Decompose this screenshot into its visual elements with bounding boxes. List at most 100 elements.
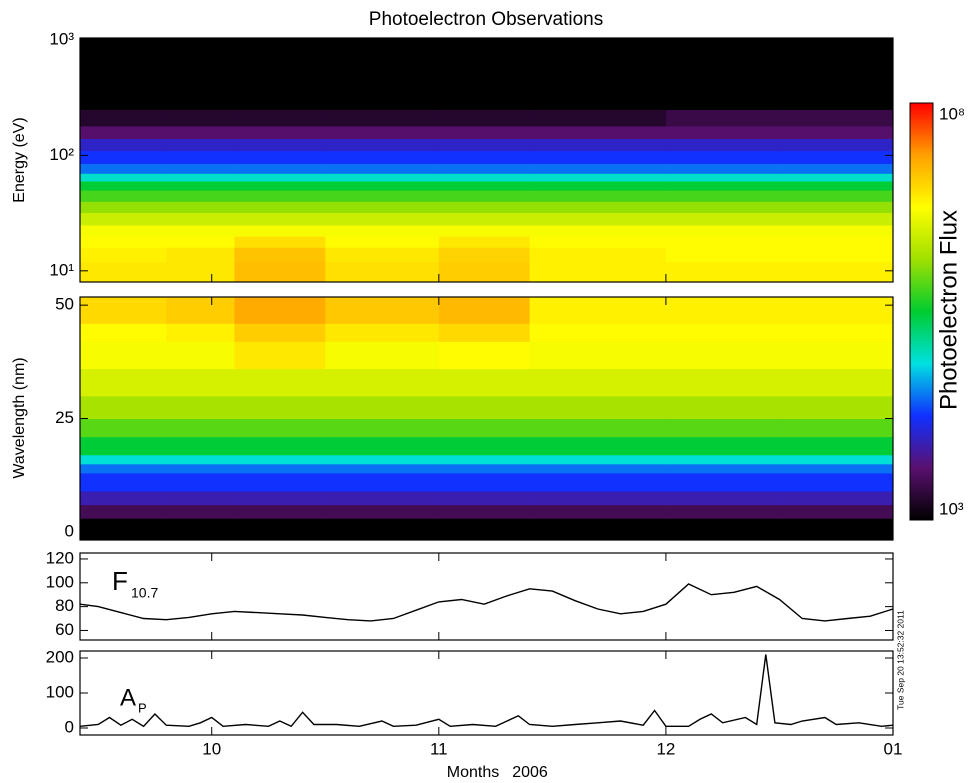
y-tick-label: 25 <box>55 408 74 427</box>
heat-cell <box>529 125 667 140</box>
heat-cell <box>234 454 326 465</box>
annotation: A <box>120 684 136 711</box>
heat-cell <box>325 341 440 370</box>
heat-cell <box>234 247 326 263</box>
heat-cell <box>529 38 667 110</box>
heat-cell <box>779 463 894 474</box>
heat-cell <box>438 518 531 541</box>
heat-cell <box>234 518 326 541</box>
y-tick-label: 0 <box>65 521 74 540</box>
heat-cell <box>325 138 440 152</box>
x-tick-label: 01 <box>884 739 903 758</box>
heat-cell <box>234 212 326 226</box>
heat-cell <box>234 463 326 474</box>
heat-cell <box>665 201 780 214</box>
heat-cell <box>166 180 235 191</box>
heat-cell <box>325 173 440 182</box>
heat-cell <box>779 472 894 492</box>
heat-cell <box>779 150 894 165</box>
heat-cell <box>325 190 440 202</box>
heat-cell <box>779 454 894 465</box>
heat-cell <box>779 261 894 283</box>
heat-cell <box>438 472 531 492</box>
heat-cell <box>234 201 326 214</box>
heat-cell <box>80 491 167 506</box>
heat-cell <box>529 341 667 370</box>
heat-cell <box>529 201 667 214</box>
heat-cell <box>779 201 894 214</box>
heat-cell <box>166 138 235 152</box>
heat-cell <box>166 454 235 465</box>
x-tick-label: 10 <box>202 739 221 758</box>
heat-cell <box>80 190 167 202</box>
heat-cell <box>234 323 326 342</box>
heat-cell <box>325 454 440 465</box>
y-tick-label: 50 <box>55 295 74 314</box>
heat-cell <box>438 504 531 519</box>
heat-cell <box>665 518 780 541</box>
heat-cell <box>529 323 667 342</box>
heat-cell <box>234 173 326 182</box>
colorbar <box>909 102 934 521</box>
heat-cell <box>529 180 667 191</box>
heat-cell <box>529 418 667 438</box>
heat-cell <box>529 150 667 165</box>
heat-cell <box>325 236 440 248</box>
heat-cell <box>665 212 780 226</box>
annotation-subscript: P <box>138 700 147 715</box>
heat-cell <box>438 297 531 324</box>
heat-cell <box>80 261 167 283</box>
heat-cell <box>665 138 780 152</box>
timestamp: Tue Sep 20 13:52:32 2011 <box>895 610 905 710</box>
heat-cell <box>438 125 531 140</box>
heat-cell <box>234 190 326 202</box>
heat-cell <box>779 109 894 127</box>
heat-cell <box>234 180 326 191</box>
heat-cell <box>529 436 667 456</box>
heat-cell <box>325 368 440 397</box>
heat-cell <box>438 201 531 214</box>
heat-cell <box>438 150 531 165</box>
heat-cell <box>665 224 780 237</box>
heat-cell <box>234 436 326 456</box>
heat-cell <box>779 138 894 152</box>
heat-cell <box>665 504 780 519</box>
heat-cell <box>529 224 667 237</box>
heat-cell <box>665 125 780 140</box>
heat-cell <box>438 173 531 182</box>
heat-cell <box>325 297 440 324</box>
panel: 10¹ 10² 10³ <box>49 29 894 283</box>
heat-cell <box>438 180 531 191</box>
heat-cell <box>166 395 235 419</box>
heat-cell <box>665 150 780 165</box>
heat-cell <box>166 323 235 342</box>
heat-cell <box>529 212 667 226</box>
heat-cell <box>80 125 167 140</box>
heat-cell <box>779 297 894 324</box>
heat-cell <box>529 297 667 324</box>
heat-cell <box>529 368 667 397</box>
heat-cell <box>234 163 326 174</box>
heat-cell <box>665 341 780 370</box>
heat-cell <box>325 201 440 214</box>
heat-cell <box>80 518 167 541</box>
heat-cell <box>438 190 531 202</box>
heat-cell <box>665 38 780 110</box>
heat-cell <box>779 504 894 519</box>
heat-cell <box>166 38 235 110</box>
heat-cell <box>665 236 780 248</box>
colorbar-label: Photoelectron Flux <box>935 210 962 410</box>
heat-cell <box>529 395 667 419</box>
heat-cell <box>665 173 780 182</box>
heat-cell <box>80 236 167 248</box>
heat-cell <box>166 224 235 237</box>
heat-cell <box>438 491 531 506</box>
heat-cell <box>325 504 440 519</box>
heat-cell <box>325 109 440 127</box>
heat-cell <box>665 491 780 506</box>
heat-cell <box>779 38 894 110</box>
x-tick-label: 11 <box>430 739 448 758</box>
heat-cell <box>166 504 235 519</box>
heat-cell <box>665 472 780 492</box>
